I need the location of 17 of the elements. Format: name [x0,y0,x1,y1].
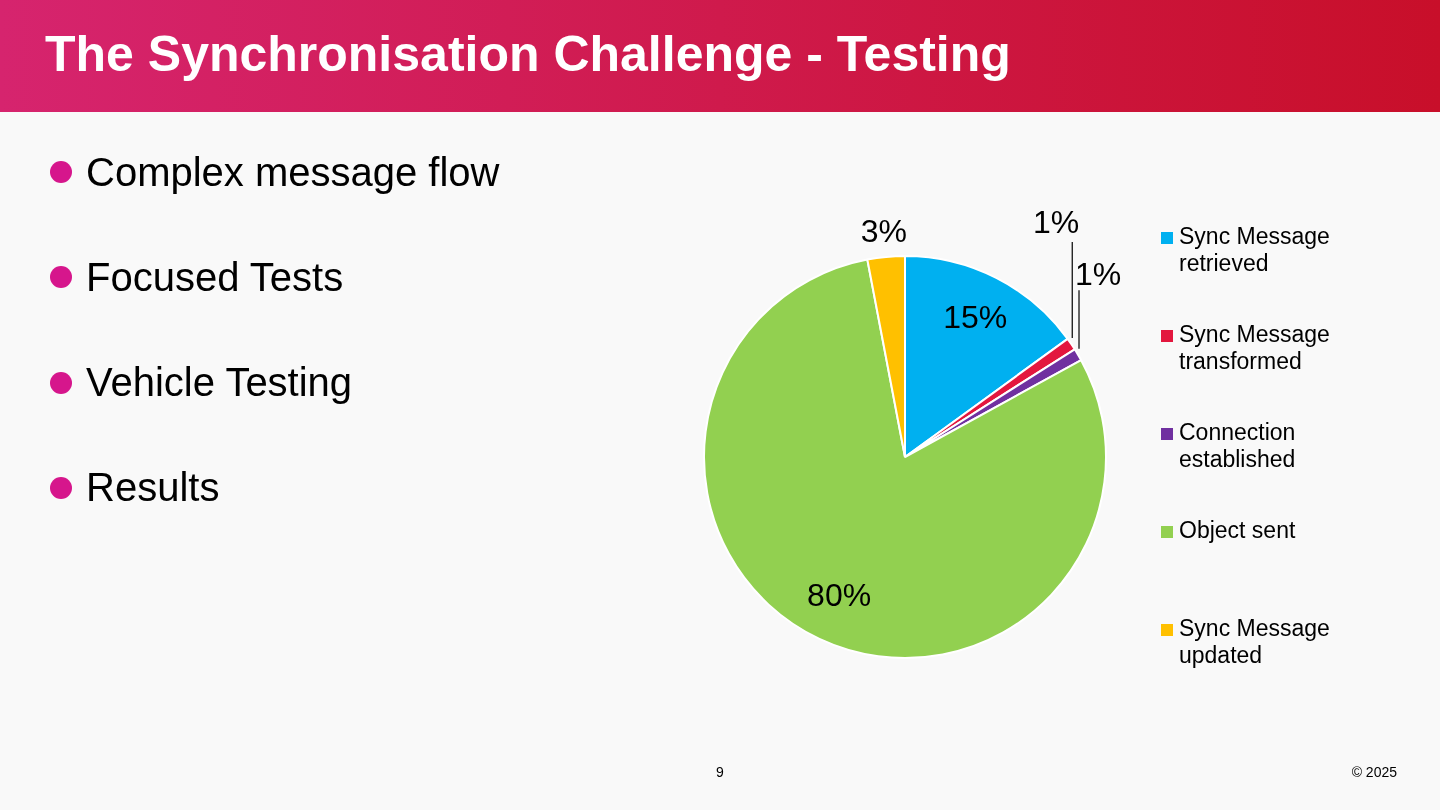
legend-label: Sync Message retrieved [1179,223,1330,277]
chart-title: The Synchronisation Challenge - Testing [45,25,1011,84]
legend-label: Sync Message updated [1179,615,1330,669]
legend-label: Connection established [1179,419,1296,473]
text: © 2025 [1351,764,1397,780]
data-label: 3% [860,212,907,249]
legend-label: Sync Message transformed [1179,321,1330,375]
text: Complex message flow [86,149,500,195]
data-label: 1% [1032,203,1080,240]
data-label: 15% [943,298,1008,335]
text: Results [86,465,220,511]
text: 9 [715,764,725,780]
text: Focused Tests [86,254,344,300]
data-label: 1% [1075,256,1122,292]
text: Vehicle Testing [86,360,353,406]
data-label: 80% [807,576,872,613]
legend-label: Object sent [1179,517,1296,544]
